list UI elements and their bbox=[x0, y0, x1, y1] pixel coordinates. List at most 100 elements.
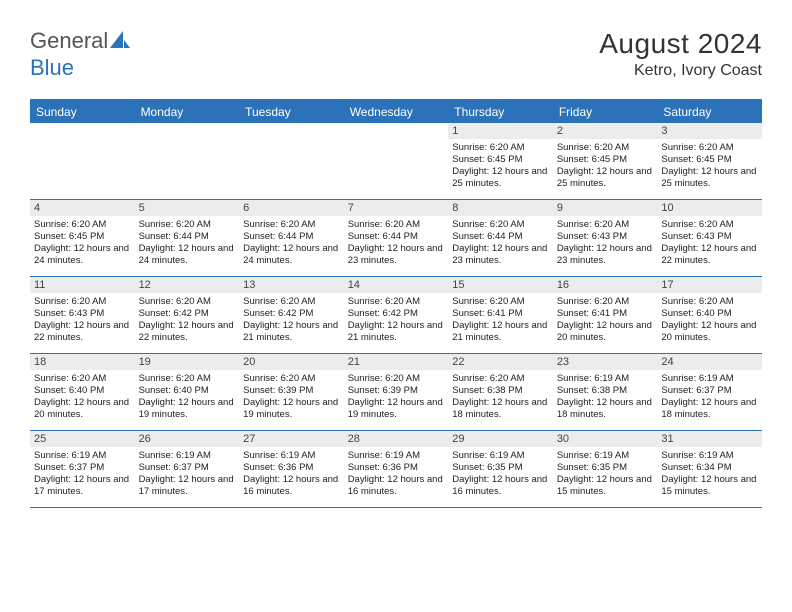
daylight-line: Daylight: 12 hours and 24 minutes. bbox=[139, 243, 234, 266]
sunrise-line: Sunrise: 6:20 AM bbox=[34, 373, 106, 384]
day-number: 24 bbox=[657, 354, 762, 370]
day-body: Sunrise: 6:20 AMSunset: 6:45 PMDaylight:… bbox=[30, 216, 135, 276]
daylight-line: Daylight: 12 hours and 21 minutes. bbox=[452, 320, 547, 343]
day-number-empty bbox=[135, 123, 240, 139]
calendar-row: 4Sunrise: 6:20 AMSunset: 6:45 PMDaylight… bbox=[30, 200, 762, 277]
daylight-line: Daylight: 12 hours and 18 minutes. bbox=[557, 397, 652, 420]
day-body: Sunrise: 6:20 AMSunset: 6:44 PMDaylight:… bbox=[448, 216, 553, 276]
daylight-line: Daylight: 12 hours and 15 minutes. bbox=[557, 474, 652, 497]
day-number: 3 bbox=[657, 123, 762, 139]
brand-word1: General bbox=[30, 28, 108, 53]
daylight-line: Daylight: 12 hours and 19 minutes. bbox=[348, 397, 443, 420]
sunset-line: Sunset: 6:34 PM bbox=[661, 462, 731, 473]
calendar-cell: 1Sunrise: 6:20 AMSunset: 6:45 PMDaylight… bbox=[448, 123, 553, 200]
calendar-cell: 7Sunrise: 6:20 AMSunset: 6:44 PMDaylight… bbox=[344, 200, 449, 277]
sunset-line: Sunset: 6:44 PM bbox=[348, 231, 418, 242]
sunrise-line: Sunrise: 6:19 AM bbox=[34, 450, 106, 461]
sunrise-line: Sunrise: 6:20 AM bbox=[661, 219, 733, 230]
day-number-empty bbox=[344, 123, 449, 139]
calendar-cell: 17Sunrise: 6:20 AMSunset: 6:40 PMDayligh… bbox=[657, 277, 762, 354]
day-header-wednesday: Wednesday bbox=[344, 100, 449, 123]
calendar-cell: 30Sunrise: 6:19 AMSunset: 6:35 PMDayligh… bbox=[553, 431, 658, 508]
calendar-cell bbox=[135, 123, 240, 200]
day-number: 13 bbox=[239, 277, 344, 293]
day-number: 26 bbox=[135, 431, 240, 447]
calendar-cell: 22Sunrise: 6:20 AMSunset: 6:38 PMDayligh… bbox=[448, 354, 553, 431]
calendar-cell: 10Sunrise: 6:20 AMSunset: 6:43 PMDayligh… bbox=[657, 200, 762, 277]
sunset-line: Sunset: 6:41 PM bbox=[557, 308, 627, 319]
calendar-cell: 2Sunrise: 6:20 AMSunset: 6:45 PMDaylight… bbox=[553, 123, 658, 200]
calendar-cell: 16Sunrise: 6:20 AMSunset: 6:41 PMDayligh… bbox=[553, 277, 658, 354]
sunset-line: Sunset: 6:42 PM bbox=[348, 308, 418, 319]
sunset-line: Sunset: 6:45 PM bbox=[34, 231, 104, 242]
day-number: 23 bbox=[553, 354, 658, 370]
sunset-line: Sunset: 6:38 PM bbox=[557, 385, 627, 396]
day-header-friday: Friday bbox=[553, 100, 658, 123]
calendar-cell: 28Sunrise: 6:19 AMSunset: 6:36 PMDayligh… bbox=[344, 431, 449, 508]
daylight-line: Daylight: 12 hours and 19 minutes. bbox=[243, 397, 338, 420]
calendar-cell: 14Sunrise: 6:20 AMSunset: 6:42 PMDayligh… bbox=[344, 277, 449, 354]
sunset-line: Sunset: 6:42 PM bbox=[139, 308, 209, 319]
calendar-cell: 27Sunrise: 6:19 AMSunset: 6:36 PMDayligh… bbox=[239, 431, 344, 508]
day-body: Sunrise: 6:20 AMSunset: 6:43 PMDaylight:… bbox=[657, 216, 762, 276]
daylight-line: Daylight: 12 hours and 22 minutes. bbox=[661, 243, 756, 266]
daylight-line: Daylight: 12 hours and 24 minutes. bbox=[243, 243, 338, 266]
daylight-line: Daylight: 12 hours and 25 minutes. bbox=[661, 166, 756, 189]
sunrise-line: Sunrise: 6:20 AM bbox=[661, 296, 733, 307]
location: Ketro, Ivory Coast bbox=[599, 62, 762, 80]
sunset-line: Sunset: 6:37 PM bbox=[34, 462, 104, 473]
sunrise-line: Sunrise: 6:19 AM bbox=[348, 450, 420, 461]
calendar-cell: 3Sunrise: 6:20 AMSunset: 6:45 PMDaylight… bbox=[657, 123, 762, 200]
day-body: Sunrise: 6:20 AMSunset: 6:44 PMDaylight:… bbox=[135, 216, 240, 276]
sail-icon bbox=[110, 29, 130, 55]
daylight-line: Daylight: 12 hours and 17 minutes. bbox=[139, 474, 234, 497]
daylight-line: Daylight: 12 hours and 23 minutes. bbox=[557, 243, 652, 266]
day-header-tuesday: Tuesday bbox=[239, 100, 344, 123]
sunrise-line: Sunrise: 6:20 AM bbox=[348, 219, 420, 230]
sunrise-line: Sunrise: 6:20 AM bbox=[243, 373, 315, 384]
calendar-row: 18Sunrise: 6:20 AMSunset: 6:40 PMDayligh… bbox=[30, 354, 762, 431]
day-number: 1 bbox=[448, 123, 553, 139]
day-number: 19 bbox=[135, 354, 240, 370]
calendar-cell bbox=[344, 123, 449, 200]
day-number: 6 bbox=[239, 200, 344, 216]
sunset-line: Sunset: 6:39 PM bbox=[348, 385, 418, 396]
day-header-saturday: Saturday bbox=[657, 100, 762, 123]
day-body: Sunrise: 6:20 AMSunset: 6:43 PMDaylight:… bbox=[553, 216, 658, 276]
sunrise-line: Sunrise: 6:20 AM bbox=[34, 296, 106, 307]
day-number: 4 bbox=[30, 200, 135, 216]
day-number: 17 bbox=[657, 277, 762, 293]
day-body: Sunrise: 6:19 AMSunset: 6:37 PMDaylight:… bbox=[657, 370, 762, 430]
sunset-line: Sunset: 6:41 PM bbox=[452, 308, 522, 319]
header: General Blue August 2024 Ketro, Ivory Co… bbox=[30, 28, 762, 81]
daylight-line: Daylight: 12 hours and 18 minutes. bbox=[661, 397, 756, 420]
day-header-monday: Monday bbox=[135, 100, 240, 123]
sunset-line: Sunset: 6:45 PM bbox=[557, 154, 627, 165]
calendar-cell: 9Sunrise: 6:20 AMSunset: 6:43 PMDaylight… bbox=[553, 200, 658, 277]
day-body: Sunrise: 6:20 AMSunset: 6:40 PMDaylight:… bbox=[657, 293, 762, 353]
day-number: 5 bbox=[135, 200, 240, 216]
sunrise-line: Sunrise: 6:19 AM bbox=[452, 450, 524, 461]
daylight-line: Daylight: 12 hours and 23 minutes. bbox=[348, 243, 443, 266]
day-number-empty bbox=[239, 123, 344, 139]
day-body: Sunrise: 6:20 AMSunset: 6:45 PMDaylight:… bbox=[448, 139, 553, 199]
sunset-line: Sunset: 6:35 PM bbox=[452, 462, 522, 473]
daylight-line: Daylight: 12 hours and 17 minutes. bbox=[34, 474, 129, 497]
calendar-cell: 6Sunrise: 6:20 AMSunset: 6:44 PMDaylight… bbox=[239, 200, 344, 277]
day-body: Sunrise: 6:19 AMSunset: 6:35 PMDaylight:… bbox=[553, 447, 658, 507]
day-body: Sunrise: 6:19 AMSunset: 6:37 PMDaylight:… bbox=[135, 447, 240, 507]
day-number: 16 bbox=[553, 277, 658, 293]
sunrise-line: Sunrise: 6:20 AM bbox=[661, 142, 733, 153]
day-body: Sunrise: 6:19 AMSunset: 6:36 PMDaylight:… bbox=[239, 447, 344, 507]
day-body-empty bbox=[239, 139, 344, 199]
calendar-cell: 21Sunrise: 6:20 AMSunset: 6:39 PMDayligh… bbox=[344, 354, 449, 431]
day-body-empty bbox=[344, 139, 449, 199]
day-body: Sunrise: 6:20 AMSunset: 6:40 PMDaylight:… bbox=[135, 370, 240, 430]
day-body-empty bbox=[30, 139, 135, 199]
calendar-cell: 12Sunrise: 6:20 AMSunset: 6:42 PMDayligh… bbox=[135, 277, 240, 354]
day-number: 10 bbox=[657, 200, 762, 216]
calendar-cell: 18Sunrise: 6:20 AMSunset: 6:40 PMDayligh… bbox=[30, 354, 135, 431]
daylight-line: Daylight: 12 hours and 19 minutes. bbox=[139, 397, 234, 420]
daylight-line: Daylight: 12 hours and 24 minutes. bbox=[34, 243, 129, 266]
sunset-line: Sunset: 6:40 PM bbox=[661, 308, 731, 319]
